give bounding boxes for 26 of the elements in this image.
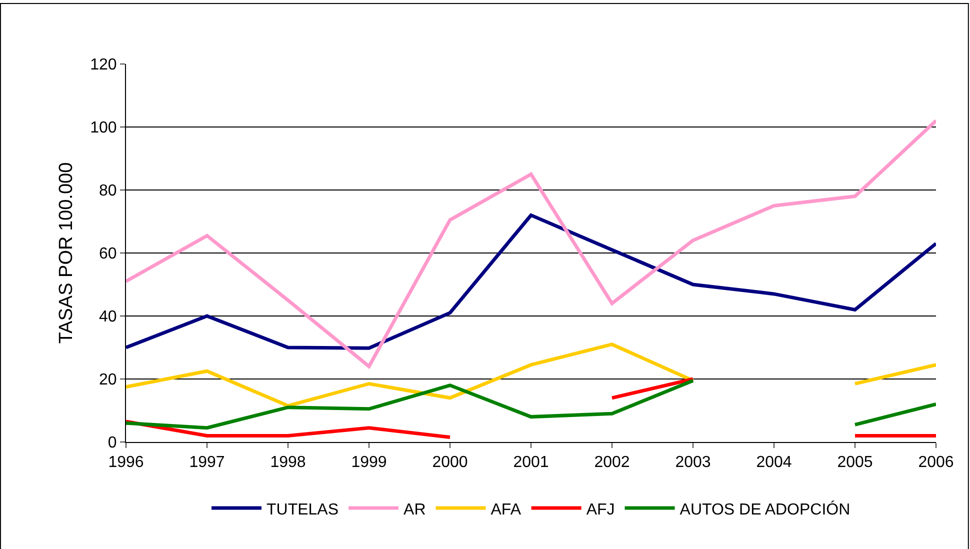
x-tick-label: 2005 [837,454,873,472]
x-tick-label: 1997 [189,454,225,472]
x-tick-label: 1999 [351,454,387,472]
x-tick-label: 2002 [594,454,630,472]
legend-label: AFA [490,501,522,518]
line-series [126,213,936,350]
x-tick-label: 2003 [675,454,711,472]
legend-label: AFJ [586,501,615,518]
legend-label: TUTELAS [266,501,339,518]
y-tick-label: 120 [90,56,117,74]
y-axis-title: TASAS POR 100.000 [56,162,77,344]
y-tick-label: 100 [90,120,117,137]
x-tick-label: 1998 [270,454,306,472]
x-tick-label: 2001 [513,454,549,472]
y-tick-label: 40 [99,308,117,326]
line-series [126,118,936,368]
x-tick-label: 2000 [432,454,468,472]
y-tick-label: 20 [99,372,117,389]
y-tick-label: 60 [99,246,117,263]
y-tick-label: 80 [99,182,117,200]
legend-label: AUTOS DE ADOPCIÓN [680,500,850,518]
x-tick-label: 1996 [108,454,144,472]
y-tick-label: 0 [108,434,117,452]
x-tick-label: 2006 [918,454,954,472]
legend-label: AR [404,501,426,518]
x-tick-label: 2004 [756,454,792,472]
